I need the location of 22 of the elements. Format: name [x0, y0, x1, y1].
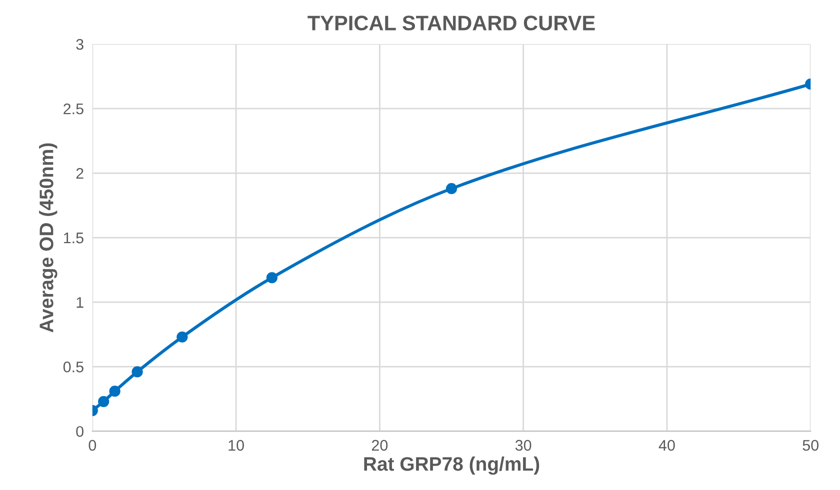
point	[266, 272, 278, 284]
x-tick-label: 20	[372, 440, 388, 451]
y-tick-label: 2.5	[64, 103, 84, 114]
x-tick-label: 40	[658, 440, 675, 451]
x-axis-title: Rat GRP78 (ng/mL)	[364, 456, 540, 475]
y-tick-label: 2	[76, 168, 84, 179]
x-tick-label: 0	[88, 440, 96, 451]
chart-title: TYPICAL STANDARD CURVE	[308, 16, 595, 30]
x-tick-label: 10	[228, 440, 244, 451]
y-tick-label: 1.5	[64, 232, 84, 244]
y-axis-title: Average OD (450nm)	[39, 143, 58, 332]
x-tick-label: 30	[515, 440, 532, 451]
y-tick-label: 1	[76, 297, 84, 308]
point	[98, 396, 110, 408]
point	[132, 366, 143, 378]
y-tick-label: 3	[76, 38, 84, 50]
x-tick-label: 50	[802, 440, 818, 451]
point	[446, 183, 458, 194]
y-tick-label: 0.5	[63, 362, 84, 372]
point	[109, 386, 120, 397]
y-tick-label: 0	[76, 426, 84, 437]
point	[176, 331, 188, 343]
